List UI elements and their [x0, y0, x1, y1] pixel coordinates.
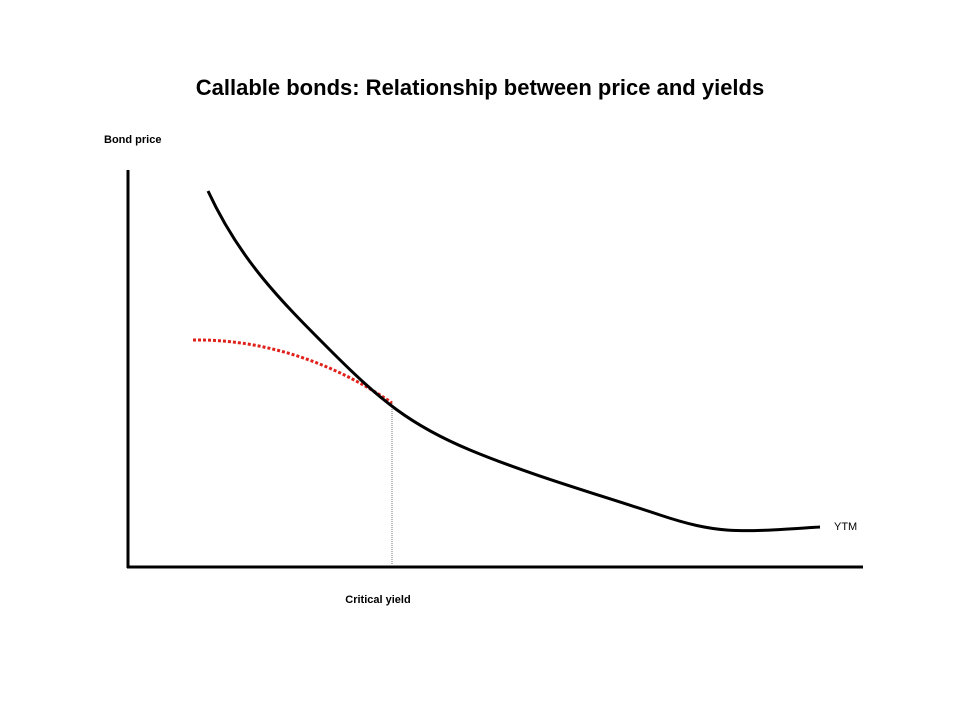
- title: Callable bonds: Relationship between pri…: [196, 75, 764, 100]
- critical-yield-label: Critical yield: [345, 594, 410, 606]
- y-axis-label: Bond price: [104, 134, 161, 146]
- x-axis-label: YTM: [834, 521, 857, 533]
- straight-bond-curve: [206, 190, 821, 533]
- callable-curve: [192, 338, 393, 405]
